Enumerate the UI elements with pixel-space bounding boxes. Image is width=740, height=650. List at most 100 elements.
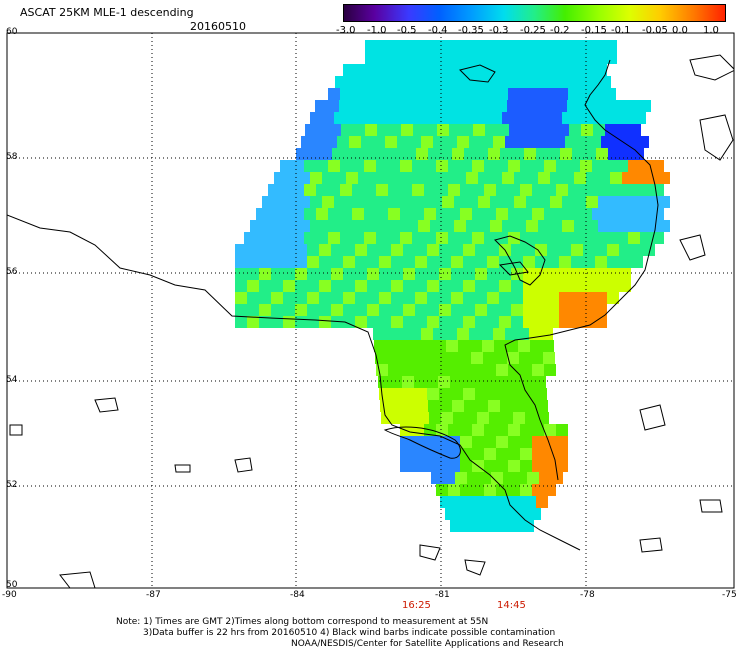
swath-cell [481,136,493,148]
swath-cell [442,220,454,232]
colorbar-tick-label: -1.0 [367,25,387,36]
swath-cell [511,280,523,292]
swath-cell [543,100,555,112]
swath-cell [487,244,499,256]
swath-cell [390,376,402,388]
swath-cell [316,160,328,172]
swath-cell [382,196,394,208]
swath-cell [365,40,377,52]
swath-cell [474,520,486,532]
swath-cell [307,292,319,304]
swath-cell [388,88,400,100]
swath-cell [331,304,343,316]
coastlines [7,54,734,588]
swath-cell [375,100,387,112]
swath-cell [484,208,496,220]
swath-cell [491,76,503,88]
swath-cell [557,40,569,52]
swath-cell [259,256,271,268]
swath-cell [514,196,526,208]
swath-cell [475,388,487,400]
swath-cell [632,148,644,160]
swath-cell [592,160,604,172]
swath-cell [429,412,441,424]
swath-cell [523,244,535,256]
swath-cell [325,136,337,148]
swath-cell [268,232,280,244]
island-west-1 [94,397,119,413]
swath-cell [556,184,568,196]
swath-cell [484,184,496,196]
swath-cell [619,280,631,292]
swath-cell [499,268,511,280]
swath-cell [559,244,571,256]
swath-cell [418,172,430,184]
swath-cell [347,76,359,88]
swath-cell [454,196,466,208]
swath-cell [629,124,641,136]
swath-cell [544,436,556,448]
swath-cell [607,256,619,268]
swath-cell [500,496,512,508]
island-west-2 [234,457,253,473]
swath-cell [412,160,424,172]
swath-cell [466,220,478,232]
swath-cell [610,220,622,232]
lat-label-56: 56 [6,267,18,277]
swath-cell [305,124,317,136]
swath-cell [551,76,563,88]
swath-cell [298,172,310,184]
swath-cell [523,64,535,76]
swath-cell [430,196,442,208]
swath-cell [472,184,484,196]
swath-cell [593,124,605,136]
swath-cell [508,208,520,220]
swath-cell [658,196,670,208]
swath-cell [434,340,446,352]
swath-cell [427,244,439,256]
swath-cell [367,64,379,76]
swath-cell [507,352,519,364]
swath-cell [412,424,424,436]
swath-cell [449,124,461,136]
swath-cell [571,280,583,292]
swath-cell [415,292,427,304]
swath-cell [415,388,427,400]
swath-cell [462,376,474,388]
swath-cell [259,304,271,316]
swath-cell [376,160,388,172]
swath-cell [461,52,473,64]
swath-cell [440,400,452,412]
swath-cell [304,232,316,244]
swath-cell [451,388,463,400]
island-west-5 [9,424,23,436]
swath-cell [363,100,375,112]
swath-cell [494,340,506,352]
island-south-1 [464,559,486,576]
swath-cell [425,52,437,64]
swath-cell [376,232,388,244]
swath-cell [380,400,392,412]
swath-cell [452,148,464,160]
swath-cell [532,160,544,172]
swath-cell [286,196,298,208]
swath-cell [535,304,547,316]
swath-cell [424,364,436,376]
swath-cell [607,292,619,304]
swath-cell [569,40,581,52]
swath-cell [568,184,580,196]
swath-cell [355,280,367,292]
swath-cell [583,244,595,256]
swath-cell [454,172,466,184]
swath-cell [472,424,484,436]
swath-cell [503,472,515,484]
swath-cell [555,100,567,112]
swath-cell [436,484,448,496]
swath-cell [352,232,364,244]
swath-cell [589,136,601,148]
swath-cell [484,160,496,172]
swath-cell [556,460,568,472]
swath-cell [460,484,472,496]
swath-cell [500,148,512,160]
swath-cell [595,316,607,328]
